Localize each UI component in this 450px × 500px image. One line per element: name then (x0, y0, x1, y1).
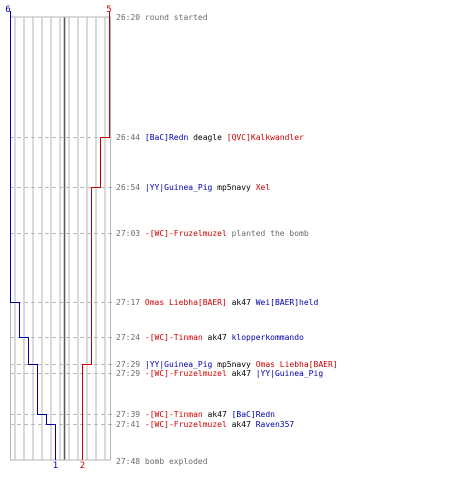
event-time: 27:48 (116, 457, 145, 466)
event-weapon: mp5navy (212, 360, 256, 369)
event-weapon: ak47 (226, 298, 256, 307)
player-name: -[WC]-Fruzelmuzel (144, 369, 227, 378)
event-time: 27:29 (116, 360, 145, 369)
player-name: [QVC]Kalkwandler (226, 133, 304, 142)
event-weapon: ak47 (202, 333, 232, 342)
blue-start-count: 6 (5, 5, 10, 15)
red-team-line (82, 11, 110, 460)
player-name: -[WC]-Fruzelmuzel (144, 229, 227, 238)
event-row: 27:48 bomb exploded (116, 457, 208, 466)
player-name: Omas Liebha[BAER] (255, 360, 338, 369)
event-weapon: deagle (188, 133, 227, 142)
blue-end-count: 1 (53, 461, 58, 471)
player-name: [BaC]Redn (144, 133, 189, 142)
event-row: 27:29 |YY|Guinea_Pig mp5navy Omas Liebha… (116, 360, 338, 369)
event-time: 27:17 (116, 298, 145, 307)
event-row: 27:41 -[WC]-Fruzelmuzel ak47 Raven357 (116, 420, 294, 429)
event-row: 26:54 |YY|Guinea_Pig mp5navy Xel (116, 183, 270, 192)
red-start-count: 5 (106, 5, 111, 15)
player-name: -[WC]-Tinman (144, 410, 203, 419)
event-time: 27:39 (116, 410, 145, 419)
event-time: 27:03 (116, 229, 145, 238)
event-row: 27:17 Omas Liebha[BAER] ak47 Wei[BAER]he… (116, 298, 318, 307)
blue-team-line (10, 11, 56, 460)
player-name: |YY|Guinea_Pig (144, 360, 213, 369)
player-name: -[WC]-Tinman (144, 333, 203, 342)
event-row: 27:29 -[WC]-Fruzelmuzel ak47 |YY|Guinea_… (116, 369, 323, 378)
event-row: 27:24 -[WC]-Tinman ak47 klopperkommando (116, 333, 304, 342)
player-name: |YY|Guinea_Pig (144, 183, 213, 192)
event-weapon: ak47 (202, 410, 232, 419)
event-time: 26:44 (116, 133, 145, 142)
red-end-count: 2 (80, 461, 85, 471)
event-time: 27:41 (116, 420, 145, 429)
player-name: [BaC]Redn (231, 410, 275, 419)
event-text: round started (144, 13, 208, 22)
player-name: klopperkommando (231, 333, 304, 342)
event-weapon: ak47 (226, 369, 256, 378)
player-name: Wei[BAER]held (255, 298, 319, 307)
player-name: -[WC]-Fruzelmuzel (144, 420, 227, 429)
event-row: 26:20 round started (116, 13, 208, 22)
event-time: 27:24 (116, 333, 145, 342)
event-weapon: ak47 (226, 420, 256, 429)
player-name: Raven357 (255, 420, 295, 429)
player-name: |YY|Guinea_Pig (255, 369, 324, 378)
event-time: 26:54 (116, 183, 145, 192)
event-row: 26:44 [BaC]Redn deagle [QVC]Kalkwandler (116, 133, 304, 142)
event-row: 27:03 -[WC]-Fruzelmuzel planted the bomb (116, 229, 309, 238)
player-name: Omas Liebha[BAER] (144, 298, 227, 307)
event-text: planted the bomb (226, 229, 309, 238)
player-name: Xel (255, 183, 271, 192)
event-row: 27:39 -[WC]-Tinman ak47 [BaC]Redn (116, 410, 275, 419)
event-time: 27:29 (116, 369, 145, 378)
event-weapon: mp5navy (212, 183, 256, 192)
event-text: bomb exploded (144, 457, 208, 466)
event-time: 26:20 (116, 13, 145, 22)
